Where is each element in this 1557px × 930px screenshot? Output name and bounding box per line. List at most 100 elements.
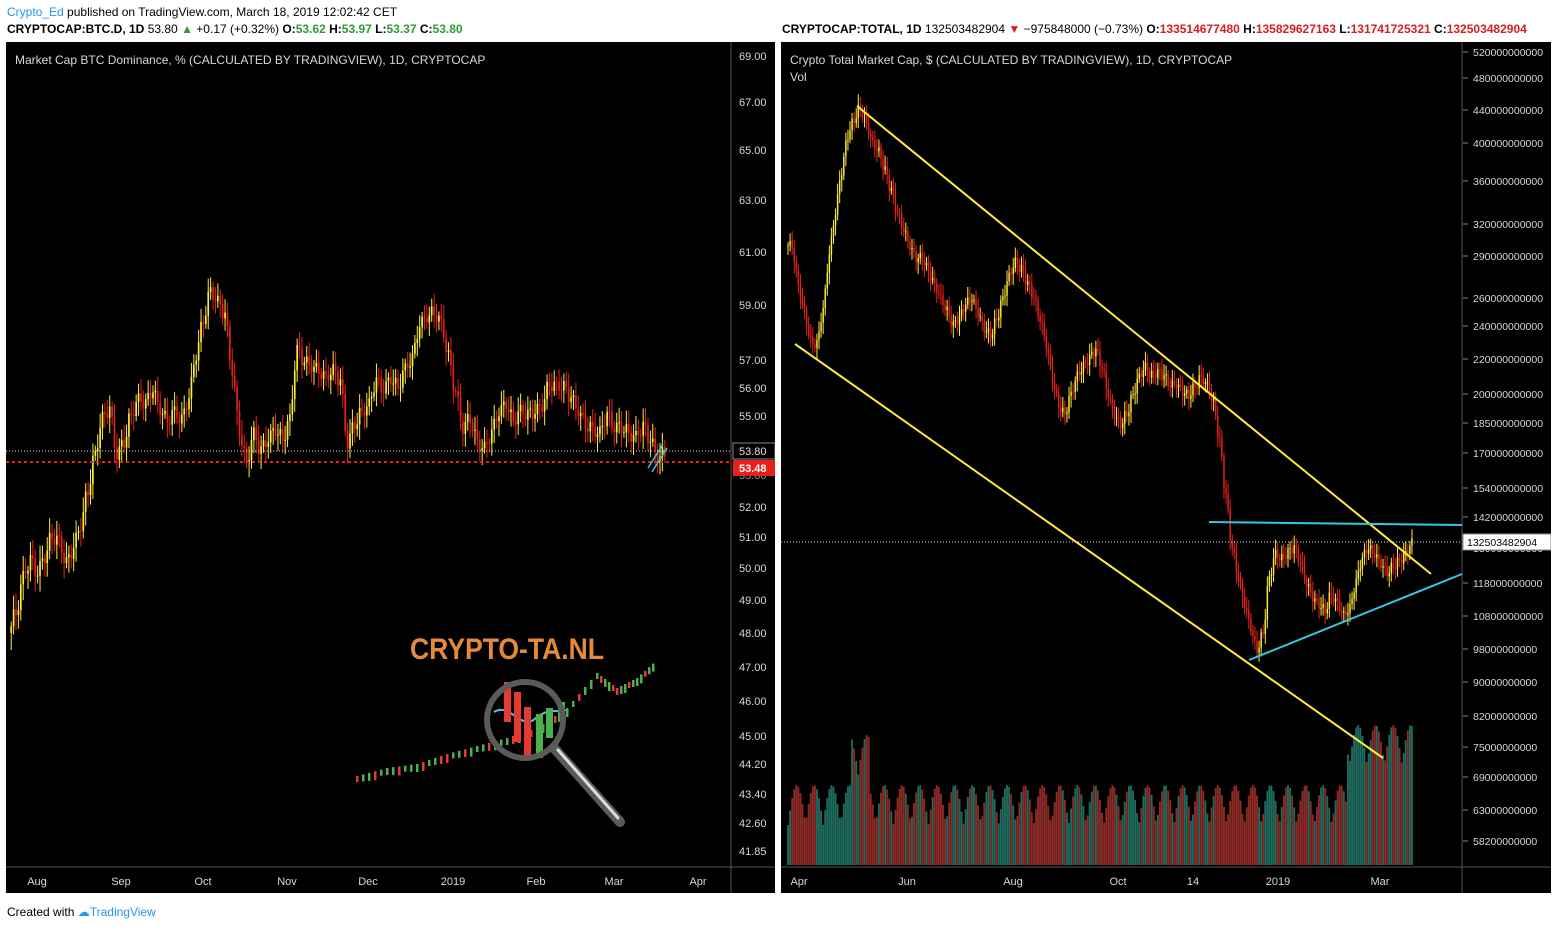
candle-body xyxy=(915,251,917,263)
candle-body xyxy=(478,439,481,451)
btc-dominance-chart-panel[interactable]: Market Cap BTC Dominance, % (CALCULATED … xyxy=(6,42,775,893)
candle-body xyxy=(1359,568,1362,571)
volume-bar xyxy=(1245,807,1248,865)
btc-dominance-chart[interactable]: Market Cap BTC Dominance, % (CALCULATED … xyxy=(6,42,775,893)
flag-line-upper[interactable] xyxy=(647,443,664,469)
logo-candle xyxy=(596,673,599,679)
channel-upper-line[interactable] xyxy=(856,105,1432,575)
volume-bar xyxy=(1276,814,1279,865)
triangle-support-line[interactable] xyxy=(1248,573,1463,661)
down-arrow-icon: ▼ xyxy=(1008,22,1021,36)
candle-body xyxy=(190,376,193,399)
candle-body xyxy=(1371,545,1374,554)
candle-body xyxy=(789,240,791,246)
volume-bar xyxy=(1144,788,1147,865)
candle-body xyxy=(291,399,294,415)
candle-body xyxy=(1190,395,1192,399)
logo-candle xyxy=(542,724,545,733)
candle-body xyxy=(72,547,75,559)
candle-body xyxy=(977,308,979,317)
candle-body xyxy=(507,408,510,412)
volume-bar xyxy=(900,785,903,865)
candle-body xyxy=(106,413,109,418)
total-marketcap-chart-panel[interactable]: Crypto Total Market Cap, $ (CALCULATED B… xyxy=(781,42,1551,893)
volume-bar xyxy=(1311,814,1314,865)
candle-body xyxy=(1254,635,1256,641)
candle-body xyxy=(859,104,862,109)
price-tick-label: 49.00 xyxy=(739,595,767,607)
volume-bar xyxy=(908,818,911,865)
total-marketcap-chart[interactable]: Crypto Total Market Cap, $ (CALCULATED B… xyxy=(781,42,1551,893)
candle-body xyxy=(1157,368,1159,378)
candle-body xyxy=(87,491,89,496)
candle-body xyxy=(253,427,255,441)
candle-body xyxy=(971,300,973,302)
candle-body xyxy=(339,379,342,386)
volume-bar xyxy=(919,785,922,865)
price-tick-label: 48.00 xyxy=(739,628,767,640)
candle-body xyxy=(281,429,284,441)
candle-body xyxy=(913,247,915,252)
volume-bar xyxy=(1260,821,1263,865)
candle-body xyxy=(843,156,845,176)
candle-body xyxy=(1186,389,1188,394)
author-link[interactable]: Crypto_Ed xyxy=(7,5,64,19)
candle-body xyxy=(1398,557,1401,560)
volume-bar xyxy=(813,785,816,865)
candle-body xyxy=(998,317,1000,321)
volume-bar xyxy=(1375,725,1378,865)
volume-bar xyxy=(809,792,812,865)
logo-candle xyxy=(636,678,639,686)
candle-body xyxy=(644,421,647,425)
candle-body xyxy=(346,431,349,449)
volume-bar xyxy=(1330,821,1333,865)
candle-body xyxy=(313,366,315,372)
volume-bar xyxy=(1136,813,1139,865)
candle-body xyxy=(1214,398,1217,416)
candle-body xyxy=(365,406,368,416)
candle-body xyxy=(1378,554,1380,560)
flag-line-lower[interactable] xyxy=(651,447,668,473)
candle-body xyxy=(92,455,94,485)
candle-body xyxy=(27,570,29,574)
volume-bar xyxy=(1371,730,1374,865)
candle-body xyxy=(985,331,988,333)
candle-body xyxy=(1068,396,1070,413)
volume-bar xyxy=(954,785,957,865)
channel-lower-line[interactable] xyxy=(794,343,1384,759)
candle-body xyxy=(192,364,195,377)
candle-body xyxy=(560,390,563,392)
candle-body xyxy=(1239,579,1242,582)
volume-bar xyxy=(1309,801,1312,865)
volume-bar xyxy=(1134,800,1137,865)
volume-bar xyxy=(987,786,990,865)
tradingview-link[interactable]: TradingView xyxy=(89,905,156,919)
last-price: 132503482904 xyxy=(924,22,1006,36)
triangle-resistance-line[interactable] xyxy=(1208,521,1463,526)
volume-bar xyxy=(873,818,876,865)
candle-body xyxy=(637,431,640,436)
candle-body xyxy=(1074,380,1076,393)
volume-bar xyxy=(1026,790,1029,865)
candle-body xyxy=(536,403,539,414)
candle-body xyxy=(238,410,241,436)
candle-body xyxy=(1380,559,1382,568)
candle-body xyxy=(1134,393,1136,395)
candle-body xyxy=(933,277,936,283)
candle-body xyxy=(84,491,87,513)
candle-body xyxy=(1051,365,1054,382)
volume-bar xyxy=(793,789,796,865)
candle-body xyxy=(1103,369,1105,373)
candle-body xyxy=(1217,415,1219,437)
volume-bar xyxy=(1181,785,1184,865)
candle-body xyxy=(113,416,116,449)
volume-bar xyxy=(838,818,841,865)
candle-body xyxy=(34,558,37,577)
candle-body xyxy=(1330,592,1333,594)
logo-candle xyxy=(488,742,491,751)
candle-body xyxy=(1301,562,1304,565)
candle-body xyxy=(1196,387,1198,389)
volume-bar xyxy=(991,789,994,865)
volume-bar xyxy=(884,785,887,865)
candle-body xyxy=(917,258,919,263)
